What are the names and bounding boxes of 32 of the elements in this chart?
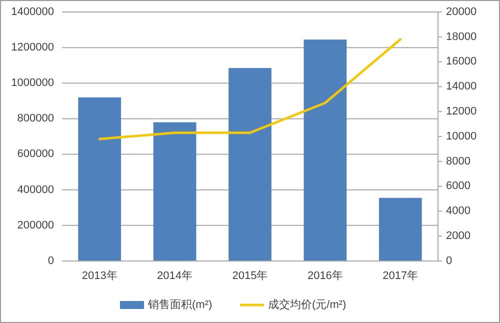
y2-tick-label: 12000 [446, 106, 477, 118]
y2-tick-label: 14000 [446, 80, 477, 93]
bar [153, 122, 196, 261]
y2-tick-label: 4000 [446, 205, 470, 218]
y2-tick-label: 6000 [446, 180, 470, 192]
y-tick-label: 1200000 [11, 41, 54, 54]
y-tick-label: 600000 [17, 148, 54, 160]
y-tick-label: 1400000 [11, 6, 54, 18]
bar [304, 40, 347, 261]
y2-tick-label: 18000 [446, 30, 477, 43]
y-tick-label: 800000 [17, 112, 54, 125]
line-series [98, 38, 402, 140]
y2-tick-label: 8000 [446, 155, 470, 168]
y2-tick-label: 2000 [446, 230, 470, 242]
x-tick-label: 2015年 [232, 270, 268, 282]
y2-tick-label: 20000 [446, 6, 477, 18]
y-tick-label: 1000000 [11, 77, 54, 90]
x-tick-label: 2014年 [157, 270, 193, 282]
y-tick-label: 0 [48, 254, 54, 267]
y2-tick-label: 10000 [446, 130, 477, 142]
y2-tick-label: 16000 [446, 56, 477, 68]
x-tick-label: 2016年 [307, 270, 343, 282]
bar [378, 198, 422, 261]
y-tick-label: 200000 [17, 219, 54, 232]
bar [78, 97, 122, 261]
legend-label: 销售面积(m²) [147, 298, 212, 311]
bar [228, 68, 272, 261]
x-tick-label: 2013年 [82, 270, 118, 282]
y-tick-label: 400000 [17, 184, 54, 196]
y2-tick-label: 0 [446, 254, 452, 267]
x-tick-label: 2017年 [382, 270, 418, 282]
legend-label: 成交均价(元/m²) [268, 298, 346, 311]
